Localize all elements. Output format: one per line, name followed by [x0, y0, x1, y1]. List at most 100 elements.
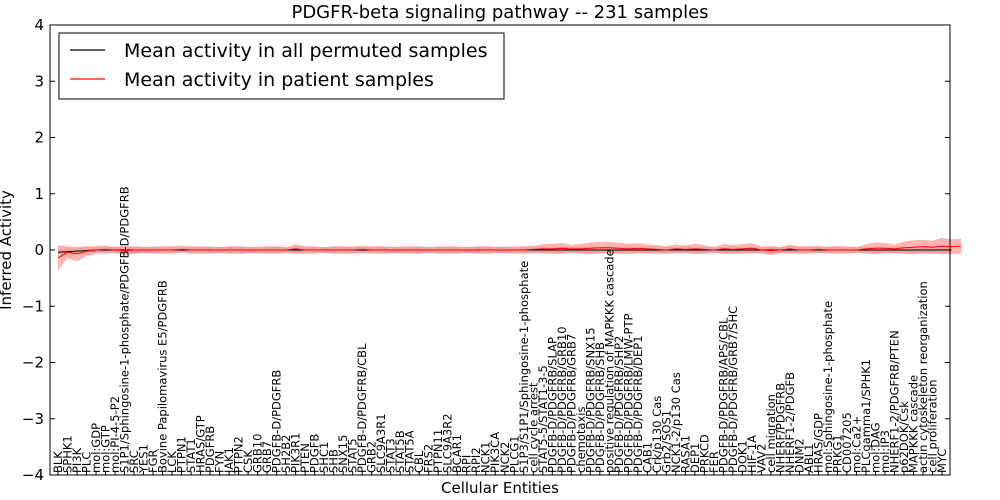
- x-tick-label: p62DOK/Csk: [897, 401, 911, 473]
- x-tick-label: SLC9A3R1: [374, 413, 388, 473]
- y-tick-label: 0: [34, 241, 44, 259]
- x-tick-label: PDGFB-D/PDGFRB: [270, 370, 284, 473]
- x-tick-label: SLC9A3R2: [441, 413, 455, 473]
- x-tick-label: PDGFB-D/PDGFRB/LMW-PTP: [621, 314, 635, 473]
- x-tick-label: CAB1: [640, 442, 654, 473]
- x-tick-label: PTPN11: [431, 429, 445, 473]
- x-tick-label: BLK: [51, 451, 65, 473]
- x-tick-label: PDGFB-D/PDGFRB/GRB10: [555, 326, 569, 473]
- x-tick-label: SNX15: [336, 435, 350, 473]
- x-tick-label: NHERF/PDGFRB: [773, 383, 787, 473]
- chart-title: PDGFR-beta signaling pathway -- 231 samp…: [291, 2, 708, 23]
- x-tick-label: PTPN1: [175, 436, 189, 473]
- x-tick-label: PRKCD: [697, 434, 711, 473]
- x-tick-label: SHB: [327, 449, 341, 473]
- y-tick-label: −3: [22, 410, 44, 428]
- x-tick-label: GRB10: [251, 434, 265, 473]
- x-tick-label: Crk/p130 Cas: [650, 396, 664, 473]
- x-tick-label: SHC1: [317, 442, 331, 473]
- x-tick-label: FGR: [146, 449, 160, 473]
- x-tick-label: SH2B2: [279, 435, 293, 473]
- x-tick-label: S1P1/Sphingosine-1-phosphate/PDGFB-D/PDG…: [118, 186, 132, 473]
- x-tick-label: Grb2/SOS1: [659, 410, 673, 473]
- x-tick-label: NCK1: [479, 442, 493, 474]
- y-tick-label: 2: [34, 129, 44, 147]
- x-tick-label: GRB7: [260, 441, 274, 473]
- x-tick-label: PTPN2: [232, 436, 246, 473]
- x-tick-label: PDGFB-D/PDGFRB/CBL: [355, 343, 369, 473]
- x-tick-label: NHERF1-2/PDGFB: [783, 372, 797, 473]
- x-tick-label: LCK: [165, 451, 179, 473]
- x-tick-label: PDGFB-D/PDGFRB/GRB7: [564, 334, 578, 473]
- x-tick-label: PLCgamma1/SPHK1: [859, 359, 873, 473]
- x-tick-label: FRS2: [422, 444, 436, 473]
- x-tick-label: mol:Ca2+: [850, 416, 864, 473]
- x-tick-label: HRAS/GTP: [194, 415, 208, 473]
- x-tick-label: BCAR1: [450, 434, 464, 473]
- x-tick-label: mol:Sphingosine-1-phosphate: [821, 301, 835, 473]
- legend-label-permuted: Mean activity in all permuted samples: [124, 40, 487, 62]
- x-tick-label: MAPKKK cascade: [907, 375, 921, 473]
- legend-box: [58, 32, 505, 100]
- x-tick-label: STAT5-5/STAT1-3-5: [536, 365, 550, 473]
- series-line-patient: [57, 245, 962, 259]
- x-tick-label: SRC: [127, 450, 141, 473]
- x-tick-label: cell proliferation: [926, 379, 940, 473]
- x-tick-label: PLC: [80, 452, 94, 473]
- x-tick-label: DOK1: [735, 440, 749, 473]
- x-tick-label: PDGFB-D/PDGFRB/SLAP: [545, 337, 559, 473]
- x-tick-label: HRAS/GDP: [811, 413, 825, 473]
- x-tick-label: ABL1: [802, 444, 816, 473]
- x-tick-label: STAT1: [184, 438, 198, 473]
- x-tick-label: PDGFB-D/PDGFRB/SNX15: [583, 327, 597, 473]
- x-tick-label: PDGFB: [308, 434, 322, 473]
- x-axis-label: Cellular Entities: [441, 479, 559, 497]
- legend: Mean activity in all permuted samples Me…: [58, 32, 505, 100]
- plot-frame: [49, 24, 951, 476]
- y-tick-label: −4: [22, 466, 44, 484]
- x-tick-label: STAT5A: [403, 430, 417, 473]
- x-tick-label: PDGFB-D/PDGFRB/DEP1: [631, 335, 645, 473]
- x-tick-label: mol:GDP: [89, 423, 103, 473]
- x-tick-label: CD007205: [840, 412, 854, 473]
- y-tick-label: 4: [34, 16, 44, 34]
- x-tick-label: STAT5: [346, 438, 360, 473]
- x-tick-label: RASA1: [678, 435, 692, 473]
- x-tick-label: HIF-1A: [745, 435, 759, 473]
- x-tick-label: SPHK1: [61, 435, 75, 473]
- x-tick-label: CSK: [241, 450, 255, 473]
- x-tick-label: VAV2: [754, 444, 768, 473]
- x-tick-label: mol:IP3: [878, 430, 892, 473]
- y-axis-label: Inferred Activity: [0, 190, 15, 310]
- x-tick-label: PIK3CA: [488, 432, 502, 473]
- x-tick-label: PRKG1: [830, 434, 844, 473]
- x-tick-label: mol:PI-4-5-P2: [108, 396, 122, 473]
- x-tick-label: NCK1-2/p130 Cas: [669, 372, 683, 473]
- x-tick-label: PLCG1: [507, 435, 521, 473]
- y-tick-label: 3: [34, 72, 44, 90]
- y-tick-label: −1: [22, 297, 44, 315]
- x-tick-label: NHERF1-2/PDGFRB/PTEN: [888, 330, 902, 473]
- legend-label-patient: Mean activity in patient samples: [124, 69, 434, 91]
- y-tick-label: 1: [34, 185, 44, 203]
- x-tick-label: FER: [707, 451, 721, 473]
- x-tick-label: PDGFB-D/PDGFRB/SHP2: [612, 336, 626, 473]
- x-tick-label: PDGFB-D/PDGFRB/APS/CBL: [716, 317, 730, 473]
- x-tick-label: NCK2: [498, 442, 512, 474]
- x-tick-label: RPI: [460, 455, 474, 473]
- x-tick-label: DEP1: [688, 443, 702, 473]
- x-tick-label: PTEN: [298, 443, 312, 473]
- x-tick-label: STAT5B: [393, 430, 407, 473]
- x-tick-label: positive regulation of MAPKKK cascade: [602, 249, 616, 473]
- patient-band: [58, 237, 961, 271]
- x-tick-label: STAT3: [384, 438, 398, 473]
- x-tick-label: mol:GTP: [99, 425, 113, 473]
- x-tick-label: S1P3/S1P1/Sphingosine-1-phosphate: [517, 261, 531, 473]
- x-tick-label: GRB2: [365, 441, 379, 473]
- x-tick-label: cell cycle arrest: [526, 382, 540, 473]
- x-tick-label: DNM2: [792, 438, 806, 473]
- x-tick-label: cell migration: [764, 394, 778, 473]
- x-tick-label: mol:DAG: [869, 422, 883, 473]
- x-tick-label: RPI2: [469, 447, 483, 473]
